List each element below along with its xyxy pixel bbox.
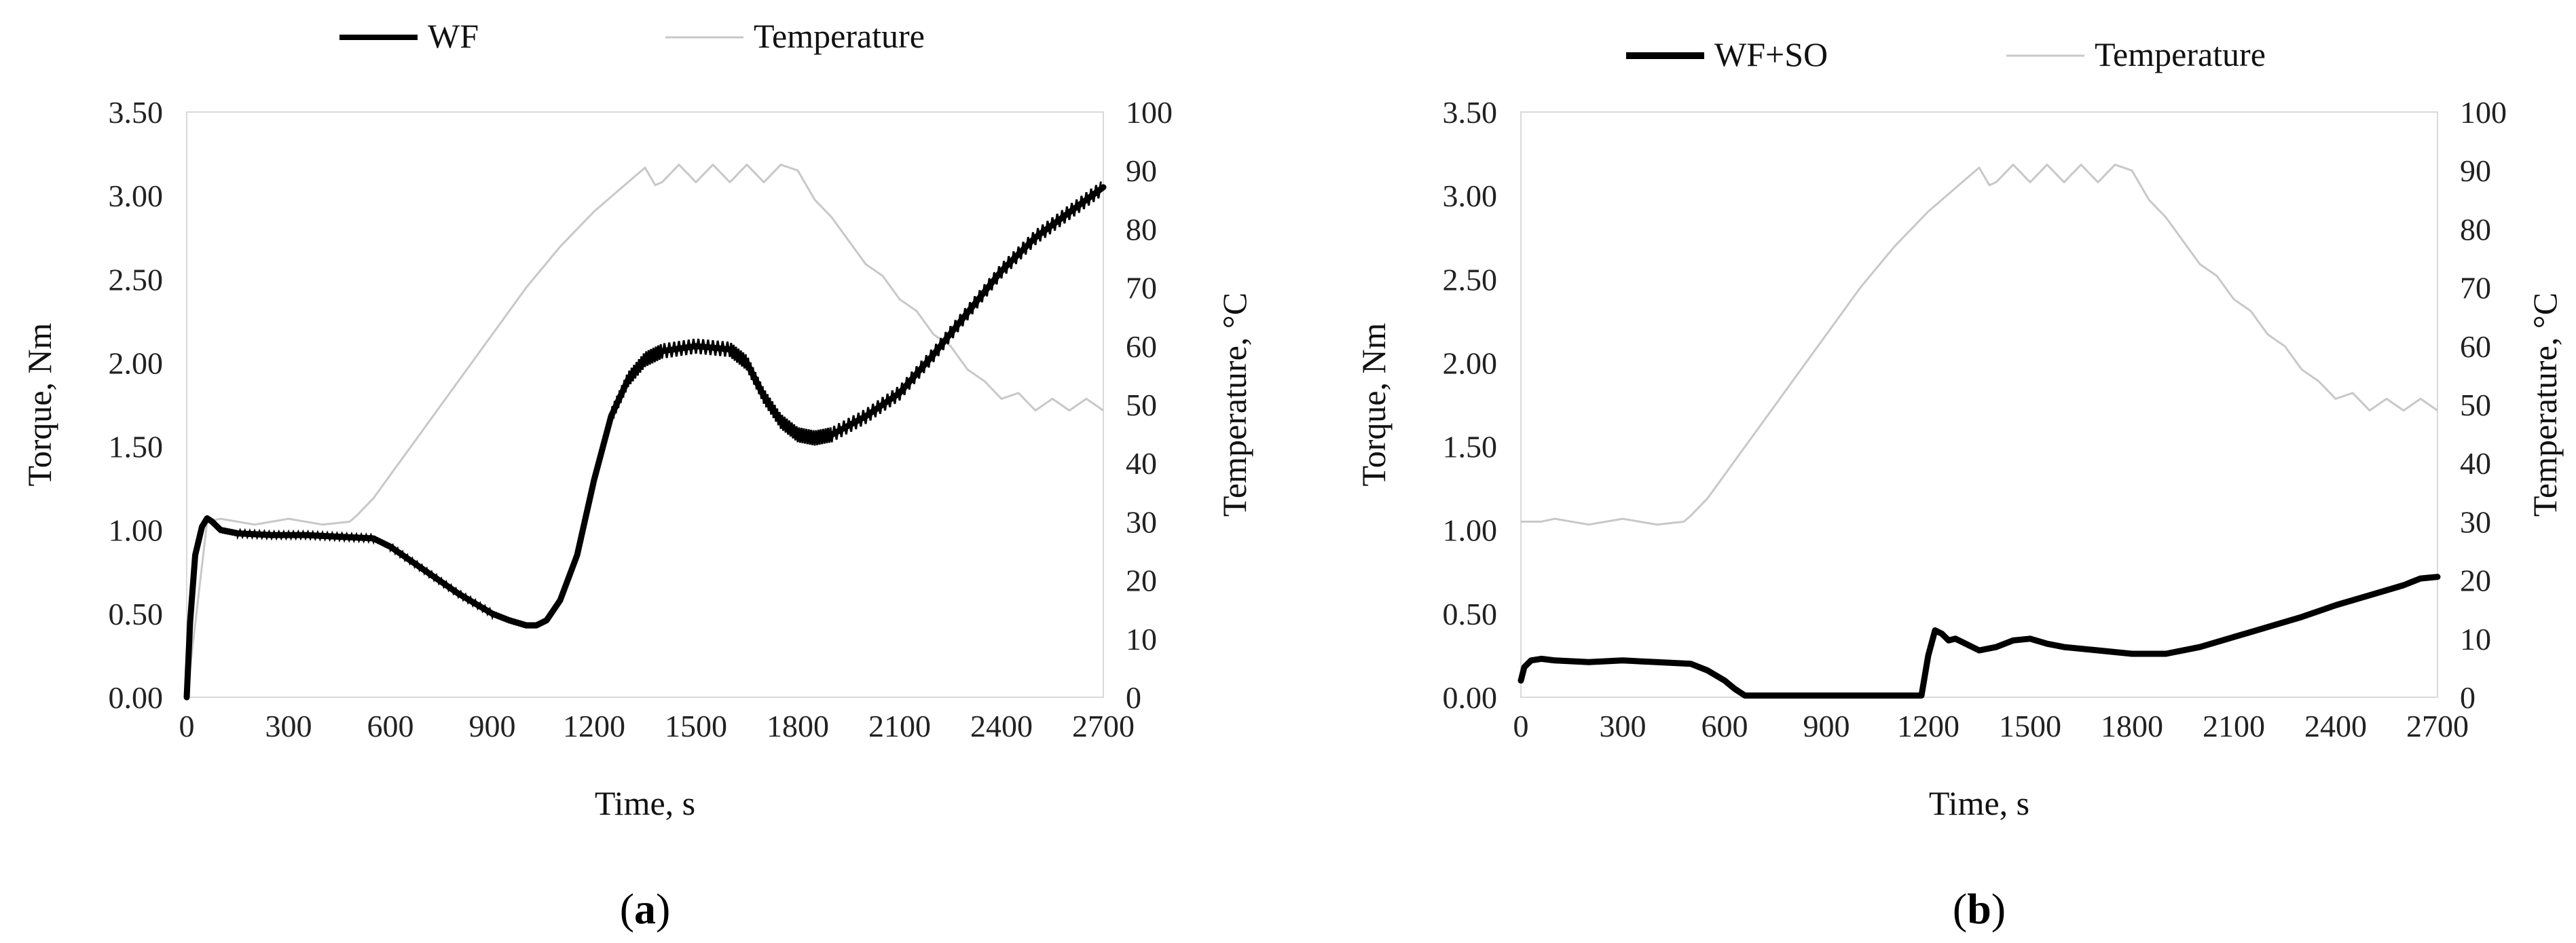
x-tick-label: 1500 — [1999, 709, 2061, 743]
series-line-temperature — [1521, 164, 2438, 526]
y-right-tick-label: 60 — [2460, 329, 2491, 364]
x-tick-label: 2100 — [868, 709, 931, 743]
y-right-tick-label: 30 — [2460, 504, 2491, 539]
x-tick-label: 900 — [1803, 709, 1850, 743]
panel-label-b: (b) — [1953, 885, 2006, 933]
x-tick-label: 900 — [469, 709, 516, 743]
y-right-tick-label: 80 — [2460, 212, 2491, 246]
y-right-tick-label: 20 — [1126, 563, 1157, 598]
y-right-tick-label: 40 — [1126, 446, 1157, 481]
plot-area — [1520, 111, 2438, 698]
y-right-tick-label: 0 — [1126, 680, 1141, 715]
x-tick-label: 0 — [179, 709, 195, 743]
x-tick-label: 2700 — [2406, 709, 2469, 743]
x-tick-label: 2400 — [2304, 709, 2367, 743]
series-line-wf — [183, 184, 1107, 701]
y-right-tick-label: 50 — [2460, 388, 2491, 422]
y-right-tick-label: 30 — [1126, 504, 1157, 539]
y-right-tick-label: 70 — [1126, 271, 1157, 306]
tick-layer: 0 300 600 900 1200 1500 1800 2100 2400 27000.000.… — [109, 95, 1173, 743]
chart-panel-b: WF+SO Temperature 0 300 600 900 1200 1500 1800… — [1355, 35, 2564, 933]
x-tick-label: 600 — [1701, 709, 1748, 743]
y-left-tick-label: 1.50 — [1443, 430, 1498, 464]
y-axis-left-title: Torque, Nm — [1355, 322, 1393, 486]
series-layer — [183, 164, 1107, 701]
legend-label-temperature: Temperature — [2095, 35, 2266, 73]
y-left-tick-label: 3.50 — [1443, 95, 1498, 130]
y-left-tick-label: 1.00 — [109, 513, 164, 548]
series-line-wf-noise — [185, 181, 1102, 701]
chart-panel-a: WF Temperature 0 300 600 900 1200 1500 1800 210… — [20, 17, 1253, 933]
x-tick-label: 300 — [265, 709, 312, 743]
series-line-wf-so — [1517, 574, 2441, 699]
y-left-tick-label: 2.00 — [109, 346, 164, 380]
y-right-tick-label: 0 — [2460, 680, 2476, 715]
y-right-tick-label: 100 — [2460, 95, 2507, 130]
y-right-tick-label: 80 — [1126, 212, 1157, 246]
x-tick-label: 1200 — [563, 709, 625, 743]
x-axis-title: Time, s — [595, 784, 695, 822]
y-left-tick-label: 0.50 — [1443, 597, 1498, 631]
y-axis-left-title: Torque, Nm — [20, 322, 58, 486]
y-left-tick-label: 0.00 — [1443, 680, 1498, 715]
x-tick-label: 2700 — [1072, 709, 1135, 743]
panel-letter-a: a — [634, 885, 656, 933]
legend: WF+SO Temperature — [1626, 35, 2266, 73]
y-left-tick-label: 3.00 — [109, 179, 164, 213]
y-left-tick-label: 0.50 — [109, 597, 164, 631]
y-left-tick-label: 3.50 — [109, 95, 164, 130]
x-tick-label: 600 — [367, 709, 414, 743]
y-right-tick-label: 70 — [2460, 271, 2491, 306]
x-tick-label: 1200 — [1897, 709, 1959, 743]
panel-letter-b: b — [1967, 885, 1991, 933]
y-left-tick-label: 2.50 — [109, 262, 164, 297]
y-left-tick-label: 1.50 — [109, 430, 164, 464]
plot-area — [186, 111, 1104, 698]
y-right-tick-label: 10 — [2460, 622, 2491, 657]
y-right-tick-label: 10 — [1126, 622, 1157, 657]
y-right-tick-label: 90 — [2460, 153, 2491, 188]
y-axis-right-title: Temperature, °C — [1215, 293, 1253, 517]
y-left-tick-label: 0.00 — [109, 680, 164, 715]
tick-layer: 0 300 600 900 1200 1500 1800 2100 2400 27000.000.… — [1443, 95, 2507, 743]
legend-label-wf-so: WF+SO — [1714, 35, 1828, 73]
y-right-tick-label: 90 — [1126, 153, 1157, 188]
series-layer — [1517, 164, 2441, 699]
x-tick-label: 2100 — [2203, 709, 2265, 743]
y-left-tick-label: 2.50 — [1443, 262, 1498, 297]
x-tick-label: 0 — [1513, 709, 1529, 743]
y-right-tick-label: 40 — [2460, 446, 2491, 481]
x-tick-label: 300 — [1600, 709, 1646, 743]
x-tick-label: 2400 — [970, 709, 1033, 743]
panel-label-a: (a) — [620, 885, 671, 933]
legend: WF Temperature — [339, 17, 925, 55]
y-right-tick-label: 50 — [1126, 388, 1157, 422]
y-left-tick-label: 2.00 — [1443, 346, 1498, 380]
legend-label-temperature: Temperature — [754, 17, 925, 55]
y-axis-right-title: Temperature, °C — [2526, 293, 2564, 517]
y-right-tick-label: 20 — [2460, 563, 2491, 598]
x-tick-label: 1500 — [665, 709, 727, 743]
x-axis-title: Time, s — [1929, 784, 2029, 822]
series-line-temperature — [185, 164, 1104, 698]
y-left-tick-label: 1.00 — [1443, 513, 1498, 548]
y-right-tick-label: 60 — [1126, 329, 1157, 364]
y-right-tick-label: 100 — [1126, 95, 1173, 130]
legend-label-wf: WF — [428, 17, 479, 55]
y-left-tick-label: 3.00 — [1443, 179, 1498, 213]
x-tick-label: 1800 — [2101, 709, 2163, 743]
x-tick-label: 1800 — [767, 709, 829, 743]
